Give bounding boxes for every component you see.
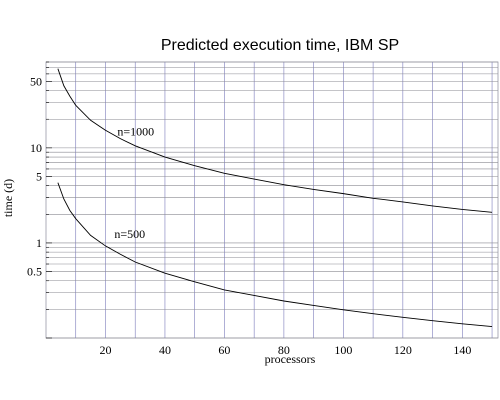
tick-labels: 20 40 60 80 100 120 140 0.5 1 5 10 50 [27, 61, 471, 357]
y-axis-label: time (d) [1, 179, 15, 217]
x-axis-label: processors [265, 352, 316, 366]
x-tick-label: 40 [159, 343, 171, 357]
chart-title: Predicted execution time, IBM SP [161, 37, 399, 54]
x-tick-label: 80 [278, 343, 290, 357]
y-tick-label: 50 [30, 74, 42, 88]
x-tick-label: 20 [99, 343, 111, 357]
grid [45, 61, 499, 339]
y-tick-label: 0.5 [27, 265, 42, 279]
x-tick-label: 100 [334, 343, 352, 357]
y-tick-label: 1 [36, 236, 42, 250]
series-layer: n=1000 n=500 [57, 68, 493, 327]
annotation-n-1000: n=1000 [117, 124, 154, 138]
y-tick-label: 5 [36, 169, 42, 183]
x-tick-label: 60 [218, 343, 230, 357]
x-tick-label: 140 [453, 343, 471, 357]
series-line-n-1000 [57, 68, 493, 213]
series-line-n-500 [57, 182, 493, 327]
y-tick-label: 10 [30, 141, 42, 155]
plot-frame [45, 61, 499, 339]
x-tick-label: 120 [394, 343, 412, 357]
annotation-n-500: n=500 [114, 227, 145, 241]
